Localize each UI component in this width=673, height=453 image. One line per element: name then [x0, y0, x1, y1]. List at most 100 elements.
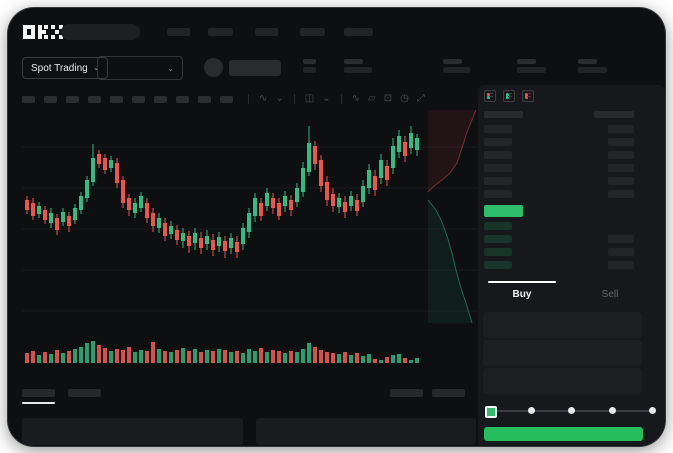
trade-tabs: Buy Sell — [478, 281, 654, 307]
stat-label-placeholder — [303, 59, 316, 64]
timeframe-button-placeholder[interactable] — [66, 95, 79, 103]
ask-price-placeholder[interactable] — [484, 125, 512, 133]
orderbook-rows-glyph — [489, 93, 493, 99]
compare-icon[interactable]: ▱ — [368, 93, 376, 104]
slider-stop-dot[interactable] — [608, 407, 616, 414]
ticker-stat-placeholder — [517, 59, 546, 73]
last-price-badge[interactable] — [484, 205, 523, 217]
nav-menu — [167, 28, 373, 36]
ask-amount-placeholder[interactable] — [608, 190, 634, 198]
slider-stop-dot[interactable] — [527, 407, 535, 414]
buy-submit-button[interactable] — [484, 427, 643, 441]
bid-price-placeholder[interactable] — [484, 235, 512, 243]
bottom-action-placeholder-2[interactable] — [432, 389, 465, 397]
market-type-label: Spot Trading — [31, 62, 88, 74]
top-navigation-bar — [8, 8, 665, 48]
ticker-stat-placeholder — [443, 59, 470, 73]
orderbook-color-mark — [487, 96, 490, 99]
ticker-stat-placeholder — [344, 59, 372, 73]
chevron-down-icon[interactable]: ⌄ — [322, 93, 331, 104]
orderbook-color-mark — [487, 93, 490, 96]
orderbook-color-mark — [506, 93, 509, 99]
tab-sell[interactable]: Sell — [601, 289, 619, 300]
ask-amount-placeholder[interactable] — [608, 177, 634, 185]
clock-icon[interactable]: ◷ — [400, 93, 409, 104]
slider-stop-dot[interactable] — [649, 407, 656, 414]
bottom-tab-placeholder-1[interactable] — [22, 389, 55, 397]
timeframe-button-placeholder[interactable] — [44, 95, 57, 103]
order-input-placeholder-1[interactable] — [483, 312, 642, 338]
ask-amount-placeholder[interactable] — [608, 151, 634, 159]
tab-buy[interactable]: Buy — [478, 281, 566, 307]
timeframe-button-placeholder[interactable] — [220, 95, 233, 103]
bottom-tab-placeholder-2[interactable] — [68, 389, 101, 397]
stat-label-placeholder — [344, 59, 363, 64]
nav-item-placeholder[interactable] — [344, 28, 373, 36]
stat-label-placeholder — [578, 59, 597, 64]
timeframe-button-placeholder[interactable] — [88, 95, 101, 103]
ask-price-placeholder[interactable] — [484, 138, 512, 146]
fullscreen-icon[interactable]: ⤢ — [416, 93, 425, 104]
orderbook-layout-asks-icon[interactable] — [522, 90, 534, 102]
bottom-action-placeholder-1[interactable] — [390, 389, 423, 397]
timeframe-button-placeholder[interactable] — [132, 95, 145, 103]
timeframe-button-placeholder[interactable] — [22, 95, 35, 103]
stat-value-placeholder — [344, 67, 372, 73]
nav-item-placeholder[interactable] — [208, 28, 233, 36]
coin-logo-icon — [204, 58, 223, 77]
orderbook-header-price-placeholder[interactable] — [484, 111, 523, 118]
nav-item-placeholder[interactable] — [255, 28, 278, 36]
bid-amount-placeholder[interactable] — [608, 235, 634, 243]
ask-price-placeholder[interactable] — [484, 164, 512, 172]
slider-handle[interactable] — [485, 406, 497, 418]
ask-amount-placeholder[interactable] — [608, 164, 634, 172]
ask-amount-placeholder[interactable] — [608, 138, 634, 146]
search-input[interactable] — [61, 24, 140, 40]
bottom-table-placeholder-2 — [256, 418, 476, 445]
chevron-down-icon[interactable]: ⌄ — [275, 93, 284, 104]
nav-item-placeholder[interactable] — [300, 28, 325, 36]
ticker-stat-placeholder — [303, 59, 316, 73]
timeframe-button-placeholder[interactable] — [198, 95, 211, 103]
bid-amount-placeholder[interactable] — [608, 261, 634, 269]
indicator-wave-icon[interactable]: ∿ — [351, 93, 361, 104]
candle-type-icon[interactable]: ◫ — [304, 93, 315, 104]
pair-selector-dropdown[interactable]: ⌄ — [97, 56, 183, 80]
timeframe-button-placeholder[interactable] — [110, 95, 123, 103]
bid-price-placeholder[interactable] — [484, 222, 512, 230]
order-book-panel: Buy Sell — [478, 85, 665, 445]
order-input-placeholder-2[interactable] — [483, 340, 642, 366]
timeframe-button-placeholder[interactable] — [176, 95, 189, 103]
stat-label-placeholder — [517, 59, 536, 64]
slider-stop-dot[interactable] — [568, 407, 575, 414]
stat-value-placeholder — [517, 67, 546, 73]
okx-logo-icon[interactable] — [23, 25, 63, 39]
bid-price-placeholder[interactable] — [484, 248, 512, 256]
ask-amount-placeholder[interactable] — [608, 125, 634, 133]
ticker-stat-placeholder — [578, 59, 607, 73]
orderbook-layout-both-icon[interactable] — [484, 90, 496, 102]
candlestick-chart[interactable] — [22, 108, 482, 370]
chevron-down-icon: ⌄ — [167, 63, 174, 73]
orderbook-rows-glyph — [508, 93, 512, 99]
timeframe-button-placeholder[interactable] — [154, 95, 167, 103]
camera-icon[interactable]: ⊡ — [383, 93, 393, 104]
ask-price-placeholder[interactable] — [484, 177, 512, 185]
stat-value-placeholder — [578, 67, 607, 73]
bid-price-placeholder[interactable] — [484, 261, 512, 269]
market-type-dropdown[interactable]: Spot Trading ⌄ — [22, 57, 109, 79]
order-input-placeholder-3[interactable] — [483, 368, 642, 394]
ask-price-placeholder[interactable] — [484, 190, 512, 198]
ask-price-placeholder[interactable] — [484, 151, 512, 159]
chevron-down-icon: ⌄ — [92, 63, 100, 72]
bid-amount-placeholder[interactable] — [608, 248, 634, 256]
nav-item-placeholder[interactable] — [167, 28, 190, 36]
orderbook-layout-bids-icon[interactable] — [503, 90, 515, 102]
app-window: Spot Trading ⌄ ⌄ ∿ ⌄ ◫ ⌄ ∿ ▱ ⊡ ◷ ⤢ Buy Sell — [8, 8, 665, 446]
pair-name-placeholder — [229, 60, 281, 76]
line-style-icon[interactable]: ∿ — [259, 93, 268, 104]
toolbar-divider — [340, 94, 342, 104]
amount-slider[interactable] — [485, 406, 656, 418]
chart-toolbar: ∿ ⌄ ◫ ⌄ ∿ ▱ ⊡ ◷ ⤢ — [22, 92, 465, 106]
orderbook-header-amount-placeholder[interactable] — [594, 111, 634, 118]
